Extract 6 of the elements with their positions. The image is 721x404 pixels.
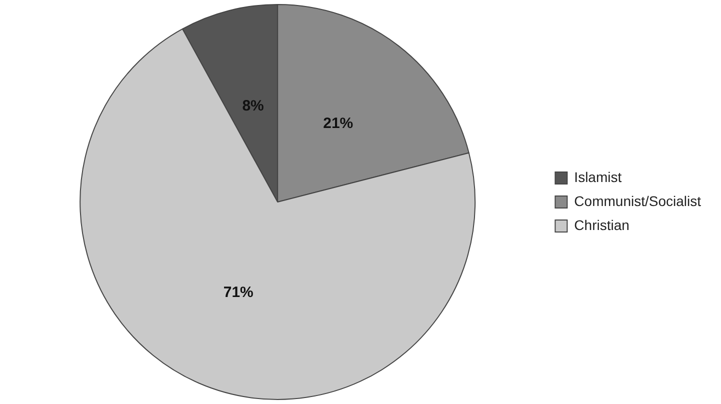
legend-label: Communist/Socialist	[574, 192, 702, 209]
data-label: 8%	[242, 97, 264, 114]
legend-label: Islamist	[574, 168, 622, 185]
data-label: 21%	[323, 115, 354, 132]
data-label: 71%	[223, 284, 254, 301]
legend-label: Christian	[574, 216, 630, 233]
